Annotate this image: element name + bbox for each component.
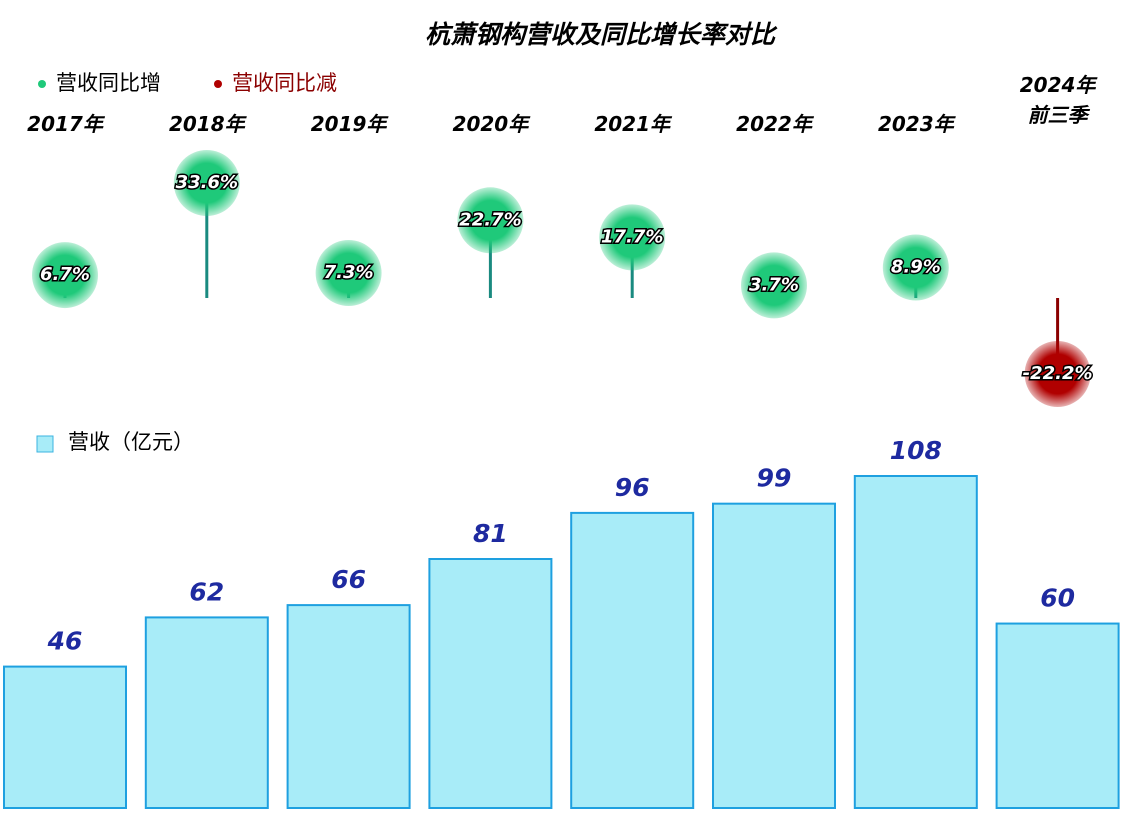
legend-marker bbox=[214, 80, 222, 88]
value-label: 6.7% bbox=[40, 264, 90, 285]
value-label: 3.7% bbox=[749, 274, 799, 295]
value-label: 96 bbox=[615, 473, 650, 502]
lollipop-head bbox=[173, 150, 240, 216]
chart-title: 杭萧钢构营收及同比增长率对比 bbox=[425, 20, 778, 49]
bar bbox=[995, 622, 1120, 809]
bar bbox=[428, 558, 553, 809]
category-label: 2017年 bbox=[27, 112, 103, 136]
value-label: 60 bbox=[1040, 584, 1075, 613]
value-label: 108 bbox=[890, 436, 942, 465]
value-label: 33.6% bbox=[176, 172, 238, 193]
bar bbox=[853, 475, 978, 809]
value-label: 22.7% bbox=[459, 209, 521, 230]
bar bbox=[712, 502, 836, 809]
lollipop-head bbox=[457, 187, 524, 254]
category-label: 2018年 bbox=[168, 112, 245, 136]
lollipop-head bbox=[315, 240, 382, 307]
value-label: 46 bbox=[47, 627, 83, 656]
value-label: 81 bbox=[473, 519, 508, 548]
legend-label: 营收同比增 bbox=[56, 71, 161, 95]
lollipop-head bbox=[882, 234, 949, 301]
value-label: 66 bbox=[331, 565, 366, 594]
value-label: 17.7% bbox=[601, 226, 663, 247]
category-label: 2020年 bbox=[452, 112, 529, 136]
category-label: 2022年 bbox=[736, 112, 812, 136]
category-label: 2024年 前三季 bbox=[1019, 73, 1096, 127]
bar bbox=[286, 604, 411, 809]
bar bbox=[3, 665, 127, 809]
legend-label: 营收同比减 bbox=[232, 71, 337, 95]
lollipop-head bbox=[599, 204, 666, 271]
value-label: 62 bbox=[189, 577, 224, 606]
category-label: 2021年 bbox=[594, 112, 671, 136]
lollipop-head bbox=[1024, 340, 1091, 407]
value-label: -22.2% bbox=[1023, 363, 1093, 384]
lollipop-head bbox=[32, 242, 98, 309]
legend-marker bbox=[38, 80, 46, 88]
value-label: 8.9% bbox=[891, 257, 941, 278]
value-label: 99 bbox=[757, 464, 792, 493]
value-label: 7.3% bbox=[324, 262, 374, 283]
legend-label: 营收（亿元） bbox=[68, 430, 194, 454]
category-label: 2023年 bbox=[877, 112, 954, 136]
bar bbox=[570, 511, 695, 810]
lollipop-head bbox=[741, 252, 807, 319]
legend-marker bbox=[36, 435, 54, 453]
bar bbox=[144, 616, 269, 809]
category-label: 2019年 bbox=[310, 112, 387, 136]
